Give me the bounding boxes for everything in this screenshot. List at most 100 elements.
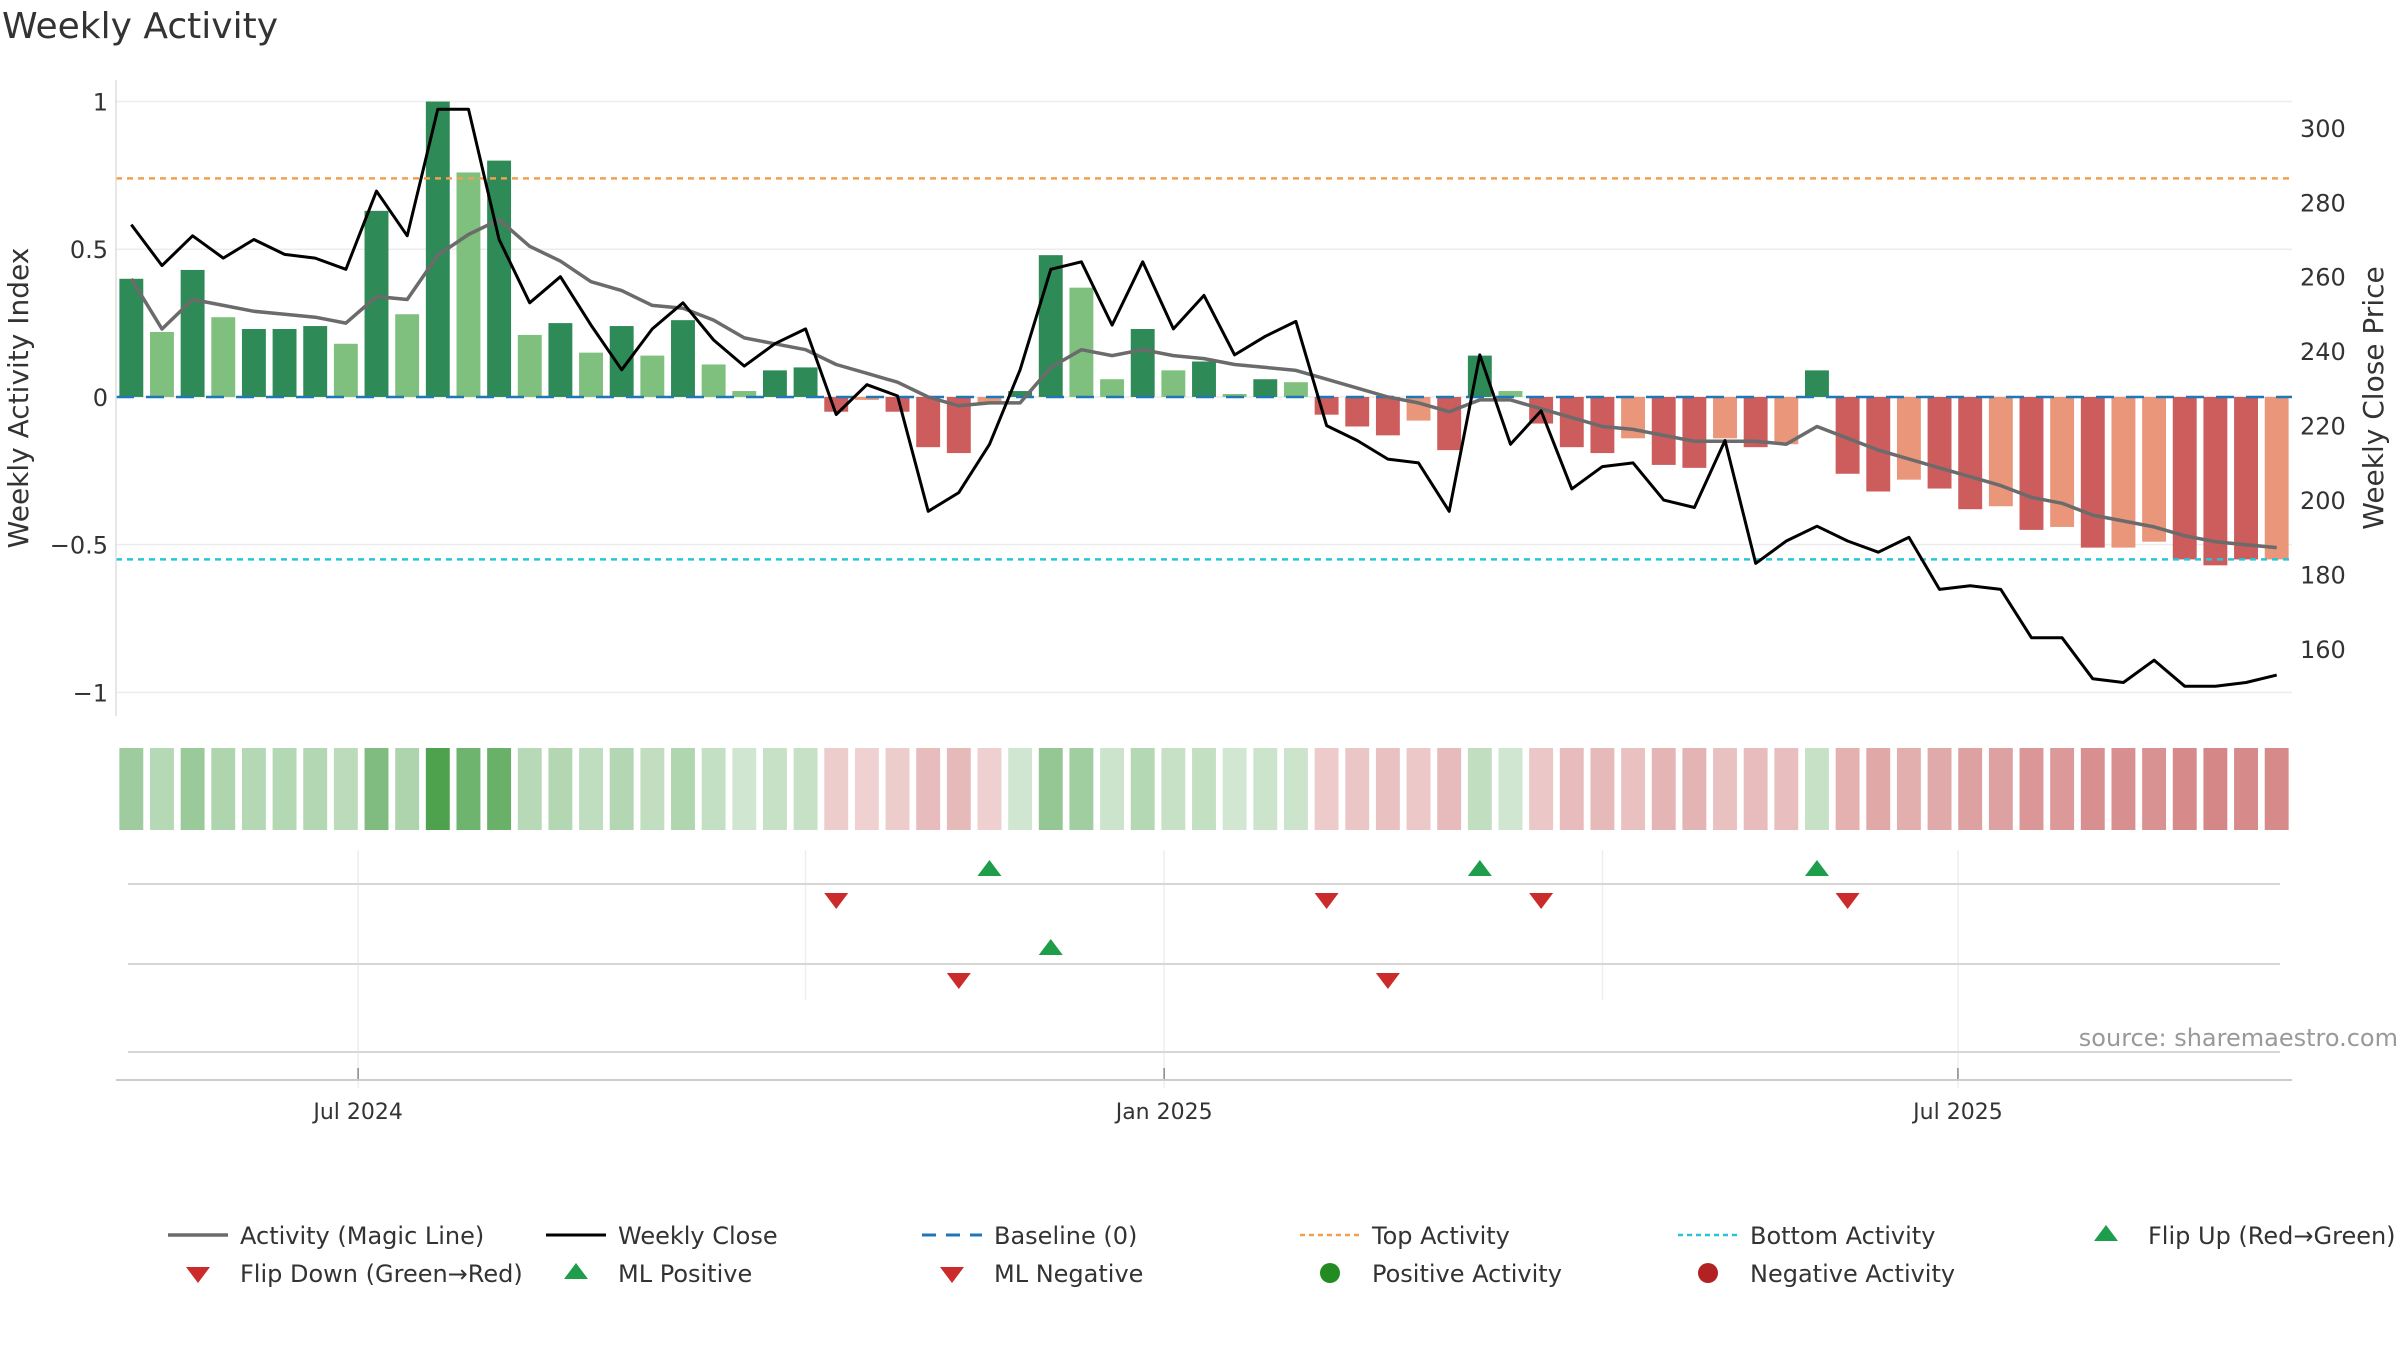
magic-line (129, 217, 2277, 550)
activity-bar (548, 323, 573, 397)
heat-cell (2172, 748, 2197, 830)
heat-cell (119, 748, 144, 830)
heat-cell (1161, 748, 1186, 830)
flip-down-marker (1835, 893, 1860, 909)
heat-cell (548, 748, 573, 830)
heat-cell (1958, 748, 1983, 830)
activity-bar (640, 355, 665, 397)
activity-bar (1222, 394, 1247, 397)
heat-cell (1774, 748, 1799, 830)
legend-label: Flip Up (Red→Green) (2148, 1222, 2396, 1250)
y2-tick-label: 260 (2300, 264, 2346, 292)
activity-bar (946, 396, 971, 454)
y2-tick-label: 240 (2300, 338, 2346, 366)
activity-bar (701, 364, 726, 397)
heat-cell (364, 748, 389, 830)
legend-swatch-positive (1320, 1263, 1340, 1283)
heat-cell (1835, 748, 1860, 830)
activity-bar (1805, 370, 1829, 397)
heat-cell (456, 748, 481, 830)
weekly-close-line (130, 107, 2278, 688)
heat-cell (1222, 748, 1247, 830)
activity-bar (1253, 379, 1278, 397)
heat-cell (1651, 748, 1676, 830)
heat-cell (180, 748, 205, 830)
ml-positive-marker (1038, 939, 1063, 955)
activity-bar (885, 396, 910, 412)
activity-bar (150, 331, 174, 397)
ml-negative-marker (946, 973, 971, 989)
activity-bar (1345, 396, 1370, 427)
activity-bar (1192, 361, 1216, 397)
heat-cell (1253, 748, 1278, 830)
activity-bar (456, 172, 481, 397)
y-tick-label: −0.5 (50, 532, 108, 560)
heat-cell (609, 748, 634, 830)
activity-bar (1774, 396, 1799, 445)
activity-bar (1437, 396, 1462, 451)
reference-lines (116, 177, 2292, 561)
heat-cell (977, 748, 1002, 830)
heat-cell (1866, 748, 1891, 830)
chart-title: Weekly Activity (2, 6, 278, 47)
activity-bar (119, 278, 144, 397)
heat-cell (1100, 748, 1125, 830)
heat-cell (1988, 748, 2013, 830)
heat-cell (1314, 748, 1339, 830)
activity-bar (2172, 396, 2197, 560)
legend-label: Flip Down (Green→Red) (240, 1260, 523, 1288)
activity-bar (333, 343, 358, 397)
activity-bar (487, 160, 512, 397)
x-tick-label: Jan 2025 (1114, 1100, 1213, 1125)
flip-up-marker (977, 860, 1002, 876)
heat-cell (1283, 748, 1308, 830)
heat-cell (517, 748, 542, 830)
heat-cell (854, 748, 879, 830)
heat-cell (1038, 748, 1063, 830)
activity-bar (180, 269, 205, 397)
legend-swatch-flip-up (2094, 1225, 2118, 1241)
activity-bar (1130, 329, 1155, 397)
activity-bar (579, 352, 603, 397)
heat-cell (1467, 748, 1492, 830)
heat-cell (885, 748, 910, 830)
heat-cell (487, 748, 512, 830)
heat-cell (824, 748, 849, 830)
activity-bar (1866, 396, 1891, 492)
legend-label: Bottom Activity (1750, 1222, 1935, 1250)
activity-bars (119, 101, 2289, 566)
heat-cell (1559, 748, 1584, 830)
heat-cell (732, 748, 757, 830)
activity-bar (303, 326, 328, 397)
activity-bar (2142, 396, 2167, 542)
y2-tick-label: 300 (2300, 115, 2346, 143)
activity-bar (1988, 396, 2013, 507)
y2-tick-label: 220 (2300, 413, 2346, 441)
heat-cell (2203, 748, 2228, 830)
activity-bar (1283, 382, 1308, 397)
activity-bar (2080, 396, 2105, 548)
activity-bar (1682, 396, 1707, 468)
heat-cell (241, 748, 266, 830)
activity-bar (916, 396, 941, 448)
heat-cell (1590, 748, 1615, 830)
activity-bar (395, 314, 420, 397)
activity-bar (732, 391, 757, 397)
activity-bar (1498, 391, 1523, 397)
heat-cell (793, 748, 818, 830)
legend-swatch-negative (1698, 1263, 1718, 1283)
activity-bar (1375, 396, 1400, 436)
heat-cell (2234, 748, 2258, 830)
axes: 1 0.5 0 −0.5 −1 300 280 260 240 220 200 180 160 Jul 2… (50, 80, 2346, 1125)
activity-bar (1743, 396, 1768, 448)
heat-cell (1529, 748, 1554, 830)
heat-cell (671, 748, 695, 830)
activity-heat-strip (119, 748, 2289, 830)
flip-markers (824, 860, 1860, 989)
flip-up-marker (1804, 860, 1829, 876)
activity-bar (2203, 396, 2228, 566)
legend-label: Positive Activity (1372, 1260, 1562, 1288)
activity-bar (1835, 396, 1860, 474)
y-tick-label: 0 (93, 384, 108, 412)
legend-label: Top Activity (1371, 1222, 1510, 1250)
